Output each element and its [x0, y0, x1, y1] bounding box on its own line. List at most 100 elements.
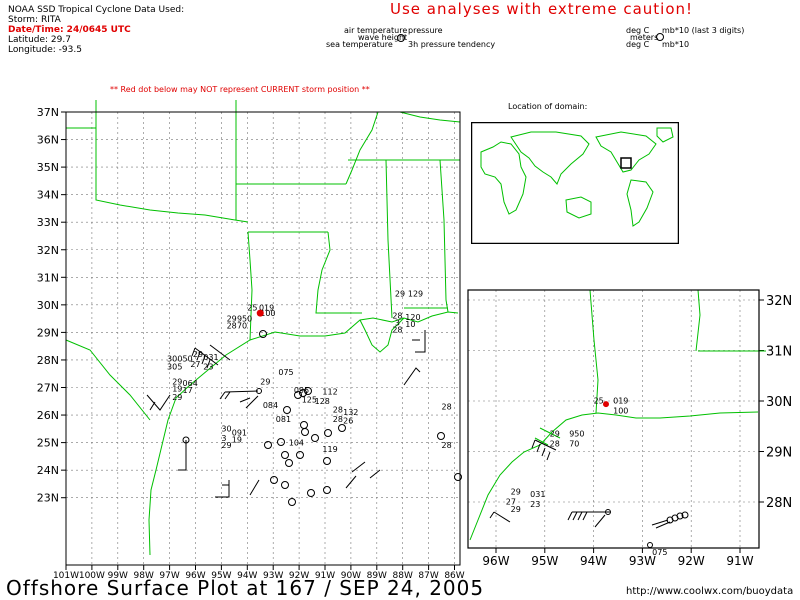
detail-station-label: 28 — [550, 439, 560, 448]
asia-outline — [510, 131, 590, 185]
main-station-label: 104 — [289, 438, 304, 447]
main-lon-label: 100W — [79, 571, 105, 581]
detail-lon-label: 93W — [629, 554, 656, 568]
main-station-label: 26 — [343, 416, 353, 425]
legend-sea-temperature: sea temperature — [326, 40, 393, 49]
main-lat-label: 24N — [37, 464, 59, 477]
main-station-label: 100 — [260, 309, 275, 318]
detail-lat-label: 32N — [766, 294, 792, 309]
main-lon-label: 101W — [53, 571, 79, 581]
texas-oklahoma-border — [95, 185, 249, 223]
main-station-label: 28 — [333, 415, 343, 424]
main-lat-label: 36N — [37, 134, 59, 147]
main-lon-label: 98W — [134, 571, 154, 581]
detail-lat-label: 31N — [766, 345, 792, 360]
ohio-river — [378, 111, 461, 123]
main-lat-label: 29N — [37, 326, 59, 339]
detail-station-label: 100 — [613, 407, 628, 416]
main-lon-label: 90W — [341, 571, 361, 581]
main-station-label: 30 — [221, 425, 231, 434]
legend-pressure: pressure — [408, 26, 443, 35]
main-lat-label: 26N — [37, 409, 59, 422]
detail-map-frame — [467, 289, 760, 549]
main-station-label: 050 — [177, 354, 192, 363]
legend-circle-icon — [397, 34, 405, 42]
storm-datetime: Date/Time: 24/0645 UTC — [8, 25, 131, 35]
main-lon-label: 89W — [367, 571, 387, 581]
main-station-label: 120 — [405, 313, 420, 322]
main-lon-label: 87W — [418, 571, 438, 581]
main-station-label: 125 — [302, 396, 317, 405]
detail-station-label: 70 — [569, 439, 579, 448]
detail-lat-label: 29N — [766, 446, 792, 461]
south-america-outline — [626, 179, 654, 227]
plot-title: Offshore Surface Plot at 167 / SEP 24, 2… — [6, 576, 485, 600]
main-lon-label: 92W — [289, 571, 309, 581]
main-station-label: 129 — [408, 290, 423, 299]
inset-world-map — [471, 122, 679, 244]
legend-mb-units: mb*10 (last 3 digits) — [662, 26, 745, 35]
domain-box — [620, 157, 632, 169]
main-station-label: 084 — [263, 401, 278, 410]
main-lat-label: 30N — [37, 299, 59, 312]
legend-pressure-tendency: 3h pressure tendency — [408, 40, 496, 49]
detail-texas-louisiana-border — [589, 289, 599, 414]
alabama-georgia-border — [439, 159, 449, 313]
detail-station-label: 27 — [506, 498, 516, 507]
main-axis-labels: 37N 36N 35N 34N 33N 32N 31N 30N 29N 28N 27N 26N 25N 2… — [37, 106, 465, 581]
main-station-label: 19 — [232, 436, 242, 445]
main-lat-label: 37N — [37, 106, 59, 119]
main-station-label: 19 — [172, 385, 182, 394]
main-lat-label: 35N — [37, 161, 59, 174]
main-lat-label: 28N — [37, 354, 59, 367]
detail-station-label: 29 — [550, 429, 560, 438]
main-station-label: 29 — [221, 441, 231, 450]
main-station-label: 10 — [405, 320, 415, 329]
detail-station-label: 019 — [613, 397, 628, 406]
main-station-label: 119 — [322, 445, 337, 454]
source-url-link[interactable]: http://www.coolwx.com/buoydata — [626, 586, 794, 597]
main-station-label: 30 — [167, 354, 177, 363]
main-station-glyphs — [146, 330, 462, 506]
legend-deg-c-2: deg C — [626, 40, 650, 49]
detail-station-label: 950 — [569, 429, 584, 438]
detail-bay-1 — [534, 427, 561, 446]
gulf-coastline — [148, 311, 459, 556]
texas-louisiana-border — [247, 231, 253, 341]
mississippi-alabama-border — [385, 159, 393, 319]
main-station-label: 28 — [392, 312, 402, 321]
main-grid — [65, 111, 460, 565]
detail-coastline — [469, 411, 759, 541]
main-station-label: 28 — [442, 441, 452, 450]
main-lon-label: 96W — [185, 571, 205, 581]
detail-lat-label: 30N — [766, 395, 792, 410]
main-lon-label: 91W — [315, 571, 335, 581]
main-station-label: 075 — [278, 368, 293, 377]
detail-lon-label: 91W — [726, 554, 753, 568]
main-lat-label: 25N — [37, 437, 59, 450]
main-lon-label: 94W — [237, 571, 257, 581]
legend-circle-icon-2 — [656, 33, 664, 41]
detail-lon-label: 92W — [678, 554, 705, 568]
storm-name: Storm: RITA — [8, 15, 61, 25]
detail-station-glyphs — [489, 439, 689, 548]
main-station-label: 28 — [333, 405, 343, 414]
detail-mississippi-river — [695, 289, 701, 352]
main-station-label: 29 — [395, 290, 405, 299]
main-station-label: 28 — [227, 321, 237, 330]
greenland-outline — [656, 127, 674, 143]
detail-axis-labels: 32N 31N 30N 29N 28N 96W 95W 94W 93W 92W 91W — [482, 294, 792, 568]
main-lon-label: 93W — [263, 571, 283, 581]
detail-borders — [469, 289, 766, 541]
main-lat-label: 33N — [37, 216, 59, 229]
main-station-label: 081 — [276, 415, 291, 424]
data-source-label: NOAA SSD Tropical Cyclone Data Used: — [8, 5, 185, 15]
main-station-label: 17 — [183, 386, 193, 395]
main-station-label: 70 — [237, 321, 247, 330]
north-america-outline — [595, 131, 657, 173]
legend-air-temperature: air temperature — [344, 26, 408, 35]
northern-border — [66, 111, 236, 129]
main-station-label: 064 — [183, 379, 198, 388]
main-station-label: 091 — [232, 429, 247, 438]
